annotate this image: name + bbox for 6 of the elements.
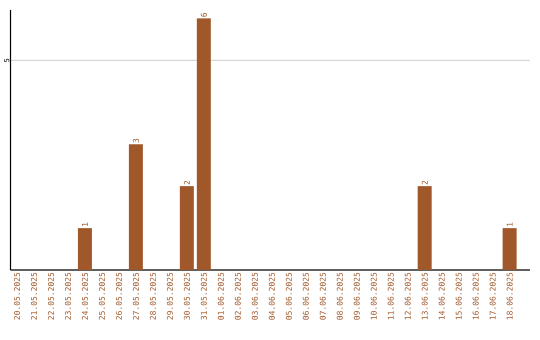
bar (128, 144, 143, 270)
bar (502, 228, 517, 270)
bar (78, 228, 92, 270)
bar (196, 18, 211, 270)
bar (418, 186, 432, 270)
bar (180, 186, 194, 270)
